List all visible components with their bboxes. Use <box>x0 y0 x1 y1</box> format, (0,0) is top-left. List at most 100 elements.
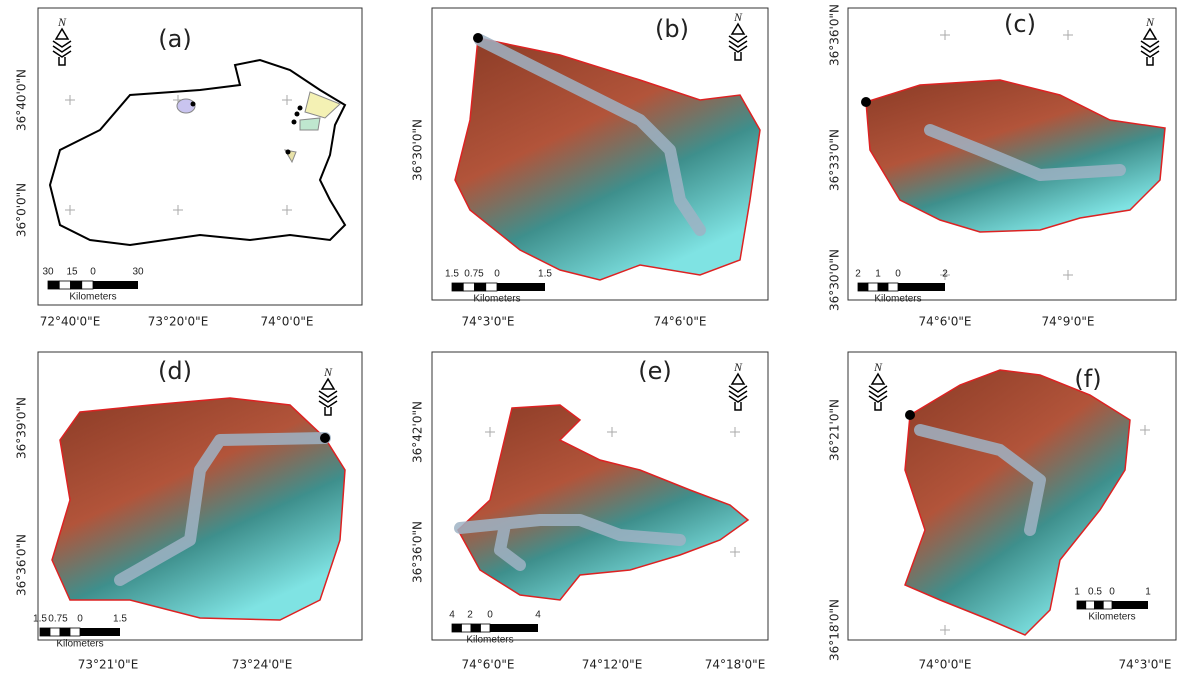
map-panel: N (e) 4 2 0 4 Kilometers 74°6'0"E 74°12'0"E 74°18… <box>411 352 769 672</box>
scale-label: 0 <box>1109 587 1115 598</box>
north-label: N <box>323 365 333 379</box>
map-panel: N(c)2102Kilometers74°6'0"E74°9'0"E36°36'… <box>828 4 1177 328</box>
snout-point <box>905 410 915 420</box>
x-coordinate-label: 74°9'0"E <box>1042 315 1095 329</box>
north-label: N <box>873 360 883 374</box>
scale-label: 0 <box>77 614 83 625</box>
y-coordinate-label: 36°40'0"N <box>15 69 29 131</box>
snout-point <box>320 433 330 443</box>
x-coordinate-label: 73°24'0"E <box>232 658 293 672</box>
scale-segment <box>50 628 60 636</box>
scale-segment <box>1077 601 1086 609</box>
y-coordinate-label: 36°36'0"N <box>828 4 842 66</box>
map-panel: N (b) 1.5 0.75 0 1.5 Kilometers 74°3'0"E 74°6'0"… <box>411 8 769 329</box>
x-coordinate-label: 74°3'0"E <box>1119 658 1172 672</box>
x-coordinate-label: 74°0'0"E <box>919 658 972 672</box>
snout-point <box>473 33 483 43</box>
scale-segment <box>486 283 497 291</box>
scale-segment <box>93 281 138 289</box>
snout-point <box>292 120 297 125</box>
scale-unit: Kilometers <box>1088 612 1135 623</box>
scale-segment <box>452 283 463 291</box>
x-coordinate-label: 74°12'0"E <box>582 658 643 672</box>
snout-point <box>286 150 291 155</box>
scale-label: 1 <box>875 269 881 280</box>
scale-segment <box>878 283 888 291</box>
scale-segment <box>898 283 945 291</box>
figure: N(a)3015030Kilometers72°40'0"E73°20'0"E7… <box>0 0 1179 679</box>
snout-point <box>298 106 303 111</box>
scale-label: 1 <box>1074 587 1080 598</box>
scale-segment <box>888 283 898 291</box>
y-coordinate-label: 36°36'0"N <box>411 521 425 583</box>
scale-label: 1.5 <box>538 269 552 280</box>
x-coordinate-label: 72°40'0"E <box>40 315 101 329</box>
scale-label: 30 <box>42 267 54 278</box>
scale-label: 0 <box>895 269 901 280</box>
y-coordinate-label: 36°18'0"N <box>828 599 842 661</box>
scale-segment <box>462 624 472 632</box>
scale-label: 1.5 <box>445 269 459 280</box>
panel-frame <box>38 8 362 305</box>
scale-unit: Kilometers <box>69 292 116 303</box>
north-label: N <box>733 10 743 24</box>
scale-segment <box>497 283 545 291</box>
snout-point <box>191 102 196 107</box>
scale-label: 2 <box>855 269 861 280</box>
scale-segment <box>490 624 538 632</box>
y-coordinate-label: 36°42'0"N <box>411 401 425 463</box>
snout-point <box>861 97 871 107</box>
scale-segment <box>858 283 868 291</box>
y-coordinate-label: 36°21'0"N <box>828 399 842 461</box>
scale-label: 1.5 <box>113 614 127 625</box>
x-coordinate-label: 74°6'0"E <box>462 658 515 672</box>
scale-segment <box>481 624 491 632</box>
scale-segment <box>70 628 80 636</box>
y-coordinate-label: 36°0'0"N <box>15 183 29 237</box>
snout-point <box>295 112 300 117</box>
scale-label: 1.5 <box>33 614 47 625</box>
scale-unit: Kilometers <box>473 294 520 305</box>
y-coordinate-label: 36°30'0"N <box>411 119 425 181</box>
scale-segment <box>1095 601 1104 609</box>
scale-label: 4 <box>535 610 541 621</box>
panel-label: (c) <box>1004 10 1036 38</box>
scale-segment <box>80 628 120 636</box>
north-label: N <box>733 360 743 374</box>
scale-label: 0.75 <box>48 614 68 625</box>
scale-label: 0 <box>494 269 500 280</box>
x-coordinate-label: 74°6'0"E <box>654 315 707 329</box>
scale-label: 2 <box>467 610 473 621</box>
scale-label: 30 <box>132 267 144 278</box>
scale-segment <box>48 281 59 289</box>
x-coordinate-label: 74°18'0"E <box>705 658 766 672</box>
scale-label: 0.5 <box>1088 587 1102 598</box>
x-coordinate-label: 74°0'0"E <box>261 315 314 329</box>
scale-segment <box>475 283 486 291</box>
scale-segment <box>1086 601 1095 609</box>
scale-segment <box>868 283 878 291</box>
x-coordinate-label: 74°3'0"E <box>462 315 515 329</box>
scale-segment <box>1103 601 1112 609</box>
scale-segment <box>1112 601 1148 609</box>
scale-label: 0 <box>90 267 96 278</box>
scale-unit: Kilometers <box>466 635 513 646</box>
panel-label: (e) <box>638 357 672 385</box>
scale-label: 0.75 <box>464 269 484 280</box>
scale-segment <box>71 281 82 289</box>
scale-label: 1 <box>1145 587 1151 598</box>
panel-label: (a) <box>158 25 191 53</box>
y-coordinate-label: 36°39'0"N <box>15 397 29 459</box>
panel-label: (b) <box>655 15 689 43</box>
x-coordinate-label: 73°21'0"E <box>78 658 139 672</box>
scale-segment <box>82 281 93 289</box>
scale-segment <box>60 628 70 636</box>
x-coordinate-label: 74°6'0"E <box>919 315 972 329</box>
scale-label: 0 <box>487 610 493 621</box>
y-coordinate-label: 36°36'0"N <box>15 534 29 596</box>
scale-segment <box>463 283 474 291</box>
scale-label: 4 <box>449 610 455 621</box>
